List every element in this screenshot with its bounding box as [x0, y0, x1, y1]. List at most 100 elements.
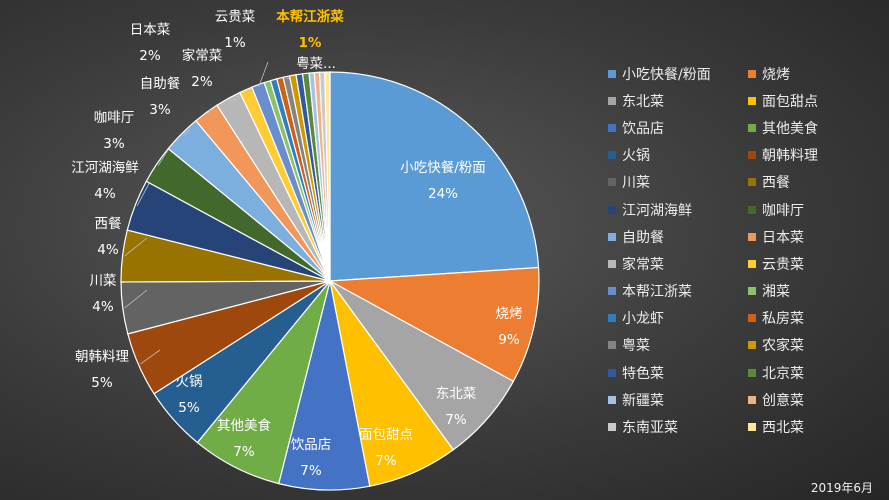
legend-item: 咖啡厅 — [748, 196, 858, 223]
legend-item: 东北菜 — [608, 87, 748, 114]
legend-item: 创意菜 — [748, 386, 858, 413]
legend-item: 火锅 — [608, 142, 748, 169]
legend-item: 私房菜 — [748, 305, 858, 332]
legend-label: 粤菜 — [622, 338, 650, 355]
data-label: 饮品店 7% — [291, 437, 332, 479]
legend-swatch — [608, 205, 616, 214]
data-label: 本帮江浙菜 1% — [276, 8, 344, 51]
data-label: 西餐 4% — [95, 216, 122, 258]
legend-swatch — [608, 178, 616, 187]
legend-label: 本帮江浙菜 — [622, 284, 692, 301]
legend-swatch — [748, 341, 756, 350]
legend-swatch — [608, 314, 616, 323]
legend-swatch — [608, 423, 616, 432]
legend-item: 其他美食 — [748, 114, 858, 141]
legend-swatch — [748, 423, 756, 432]
pie-slice — [329, 71, 540, 282]
legend-item: 粤菜 — [608, 332, 748, 359]
legend-swatch — [748, 151, 756, 160]
legend-swatch — [748, 314, 756, 323]
legend-label: 东北菜 — [622, 93, 664, 110]
legend-item: 西餐 — [748, 169, 858, 196]
data-label: 云贵菜 1% — [215, 9, 256, 51]
legend-label: 新疆菜 — [622, 392, 664, 409]
legend-item: 日本菜 — [748, 223, 858, 250]
legend-swatch — [748, 368, 756, 377]
legend-label: 火锅 — [622, 148, 650, 165]
legend-swatch — [748, 259, 756, 268]
legend-swatch — [608, 123, 616, 132]
legend-swatch — [608, 259, 616, 268]
data-label: 日本菜 2% — [130, 22, 171, 64]
legend-label: 私房菜 — [762, 311, 804, 328]
legend-label: 农家菜 — [762, 338, 804, 355]
data-label: 烧烤 9% — [496, 306, 523, 348]
legend-item: 西北菜 — [748, 413, 858, 440]
legend-label: 小吃快餐/粉面 — [622, 66, 711, 83]
legend-label: 朝韩料理 — [762, 148, 818, 165]
leader-line — [157, 149, 169, 166]
legend-label: 川菜 — [622, 175, 650, 192]
legend-item: 烧烤 — [748, 60, 858, 87]
legend-swatch — [748, 178, 756, 187]
data-label: 东北菜 7% — [436, 386, 477, 428]
legend-item: 小吃快餐/粉面 — [608, 60, 748, 87]
legend-item: 家常菜 — [608, 250, 748, 277]
data-label: 火锅 5% — [176, 374, 203, 416]
legend-label: 小龙虾 — [622, 311, 664, 328]
leader-line — [207, 109, 211, 115]
data-label: 其他美食 7% — [217, 417, 271, 460]
legend-label: 西餐 — [762, 175, 790, 192]
legend-swatch — [608, 287, 616, 296]
legend-label: 江河湖海鲜 — [622, 202, 692, 219]
legend-swatch — [608, 368, 616, 377]
data-label: 粤菜... — [296, 56, 336, 72]
pie-slice — [324, 71, 331, 282]
legend-label: 创意菜 — [762, 392, 804, 409]
legend-label: 饮品店 — [622, 120, 664, 137]
legend-label: 特色菜 — [622, 365, 664, 382]
legend-item: 川菜 — [608, 169, 748, 196]
legend-item: 东南亚菜 — [608, 413, 748, 440]
leader-line — [140, 349, 161, 365]
legend-item: 北京菜 — [748, 359, 858, 386]
legend-label: 自助餐 — [622, 229, 664, 246]
legend-label: 家常菜 — [622, 256, 664, 273]
data-label: 江河湖海鲜 4% — [71, 160, 139, 202]
legend-label: 北京菜 — [762, 365, 804, 382]
legend-item: 小龙虾 — [608, 305, 748, 332]
legend-label: 面包甜点 — [762, 93, 818, 110]
legend-swatch — [608, 69, 616, 78]
legend-item: 本帮江浙菜 — [608, 278, 748, 305]
legend-swatch — [608, 96, 616, 105]
legend-item: 自助餐 — [608, 223, 748, 250]
pie-slice — [327, 266, 540, 383]
legend-swatch — [748, 205, 756, 214]
legend-label: 其他美食 — [762, 120, 818, 137]
data-label: 自助餐 3% — [140, 76, 181, 118]
data-label: 家常菜 2% — [182, 47, 223, 90]
data-label: 川菜 4% — [90, 273, 117, 315]
legend-label: 咖啡厅 — [762, 202, 804, 219]
legend-swatch — [748, 395, 756, 404]
legend-item: 特色菜 — [608, 359, 748, 386]
date-note: 2019年6月 — [810, 481, 873, 495]
leader-line — [124, 289, 148, 309]
legend: 小吃快餐/粉面 烧烤东北菜 面包甜点饮品店 其他美食火锅 朝韩料理川菜 西餐江河湖海鲜 咖啡… — [608, 60, 858, 441]
data-label: 面包甜点 7% — [359, 427, 413, 469]
legend-label: 东南亚菜 — [622, 420, 678, 437]
data-label: 小吃快餐/粉面 24% — [400, 160, 486, 202]
legend-swatch — [748, 123, 756, 132]
legend-item: 饮品店 — [608, 114, 748, 141]
legend-item: 朝韩料理 — [748, 142, 858, 169]
legend-label: 云贵菜 — [762, 256, 804, 273]
legend-item: 湘菜 — [748, 278, 858, 305]
legend-label: 日本菜 — [762, 229, 804, 246]
legend-label: 湘菜 — [762, 284, 790, 301]
data-label: 咖啡厅 3% — [94, 110, 135, 152]
legend-swatch — [608, 232, 616, 241]
legend-item: 面包甜点 — [748, 87, 858, 114]
legend-item: 云贵菜 — [748, 250, 858, 277]
data-label: 朝韩料理 5% — [75, 349, 129, 391]
